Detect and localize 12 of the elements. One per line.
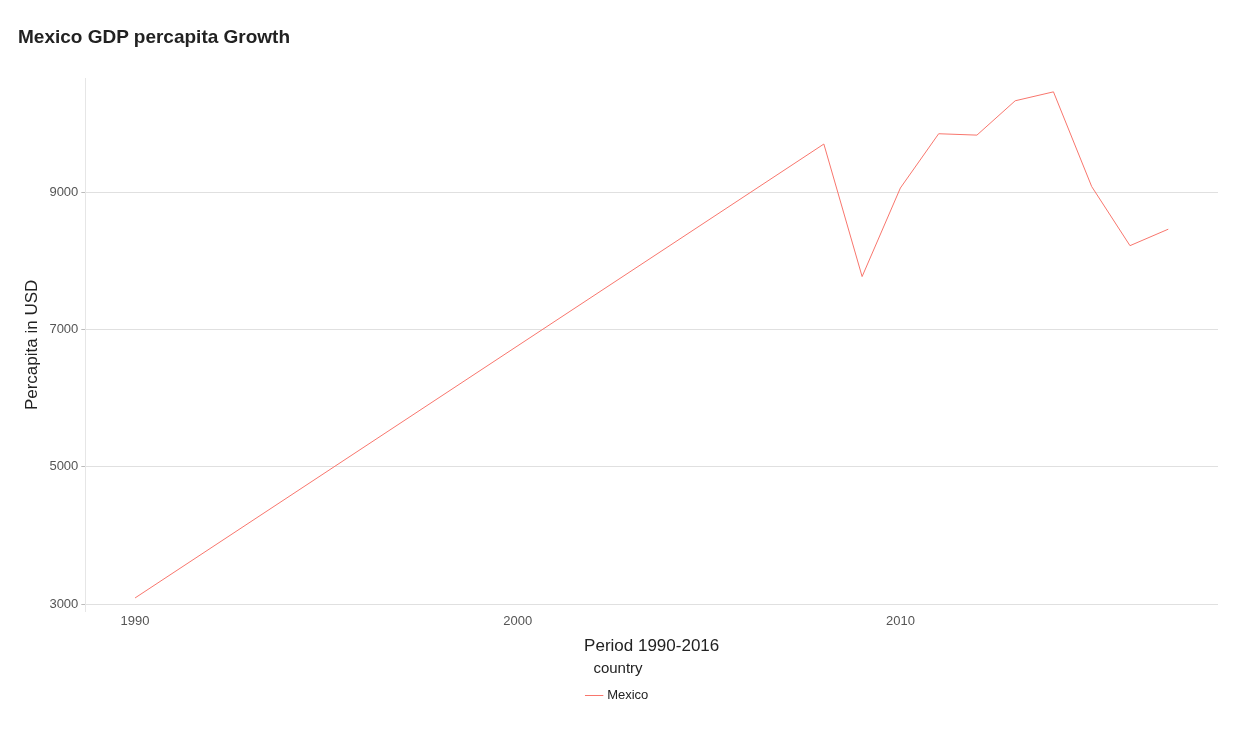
y-tick-label: 9000 (49, 183, 79, 199)
y-tick-label: 7000 (49, 321, 79, 337)
legend-title: country (593, 658, 644, 676)
y-tick-label: 5000 (49, 458, 79, 474)
legend-label: Mexico (607, 687, 649, 703)
x-tick-label: 2000 (503, 613, 533, 629)
chart-title: Mexico GDP percapita Growth (18, 25, 291, 47)
x-tick-label: 2010 (885, 613, 915, 629)
y-axis-title: Percapita in USD (21, 279, 41, 411)
x-axis-title: Period 1990-2016 (584, 636, 720, 656)
y-tick-label: 3000 (49, 595, 79, 611)
x-tick-label: 1990 (120, 613, 150, 629)
